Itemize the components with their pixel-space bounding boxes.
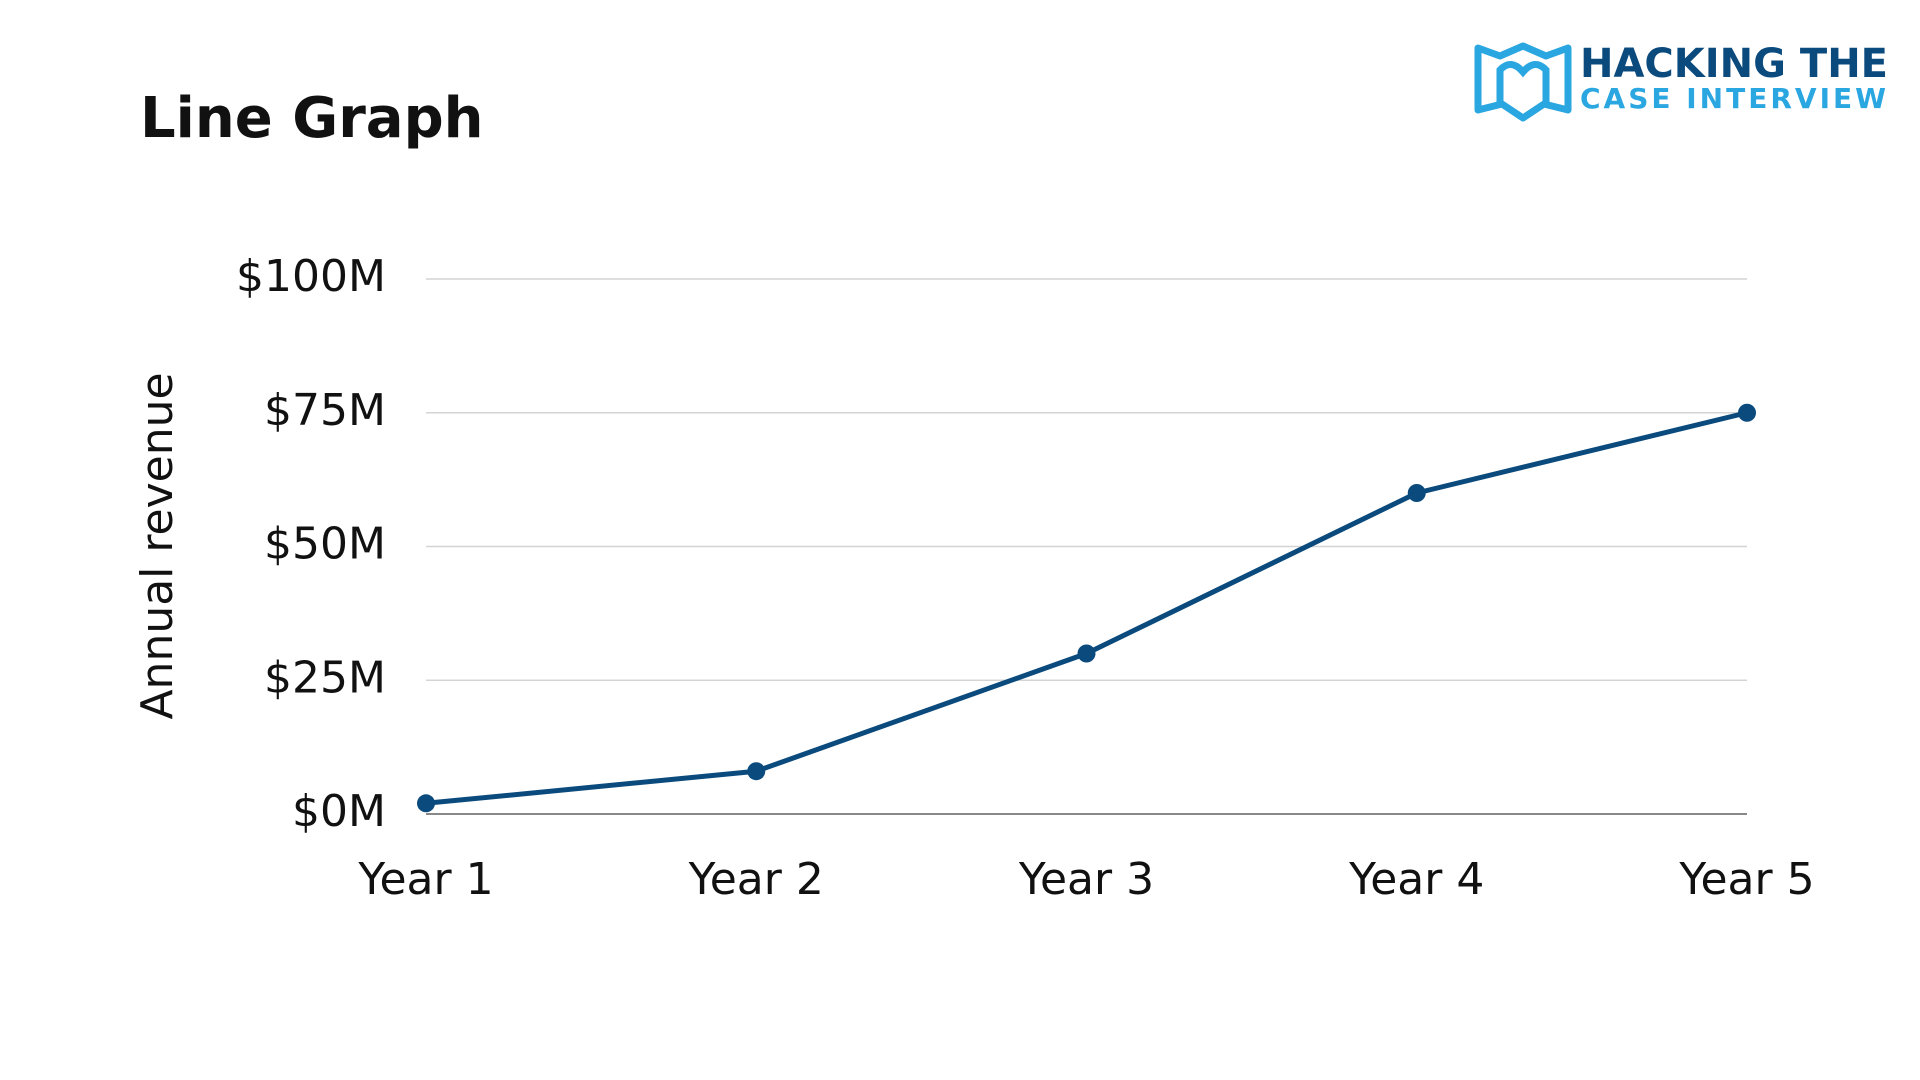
y-tick-label: $0M bbox=[292, 786, 386, 837]
point bbox=[1738, 403, 1756, 422]
x-tick-label: Year 3 bbox=[1018, 854, 1154, 905]
y-axis-label: Annual revenue bbox=[132, 372, 183, 719]
logo: HACKING THE CASE INTERVIEW bbox=[1474, 41, 1889, 122]
y-tick-label: $25M bbox=[264, 652, 386, 703]
y-tick-label: $50M bbox=[264, 519, 386, 570]
logo-icon-arch bbox=[1496, 61, 1550, 104]
x-tick-label: Year 1 bbox=[357, 854, 493, 905]
line bbox=[425, 410, 1748, 806]
logo-line-2: CASE INTERVIEW bbox=[1580, 82, 1889, 115]
x-tick-label: Year 4 bbox=[1348, 854, 1484, 905]
x-tick-label: Year 2 bbox=[688, 854, 824, 905]
logo-icon bbox=[1474, 42, 1572, 122]
y-tick-label: $100M bbox=[236, 251, 386, 302]
chart-title: Line Graph bbox=[140, 86, 484, 151]
point bbox=[1407, 484, 1426, 502]
logo-line-1: HACKING THE bbox=[1580, 41, 1888, 87]
y-tick-label: $75M bbox=[264, 385, 386, 436]
point bbox=[1077, 644, 1096, 663]
point bbox=[747, 762, 766, 781]
x-tick-label: Year 5 bbox=[1678, 854, 1814, 905]
point bbox=[417, 794, 435, 813]
